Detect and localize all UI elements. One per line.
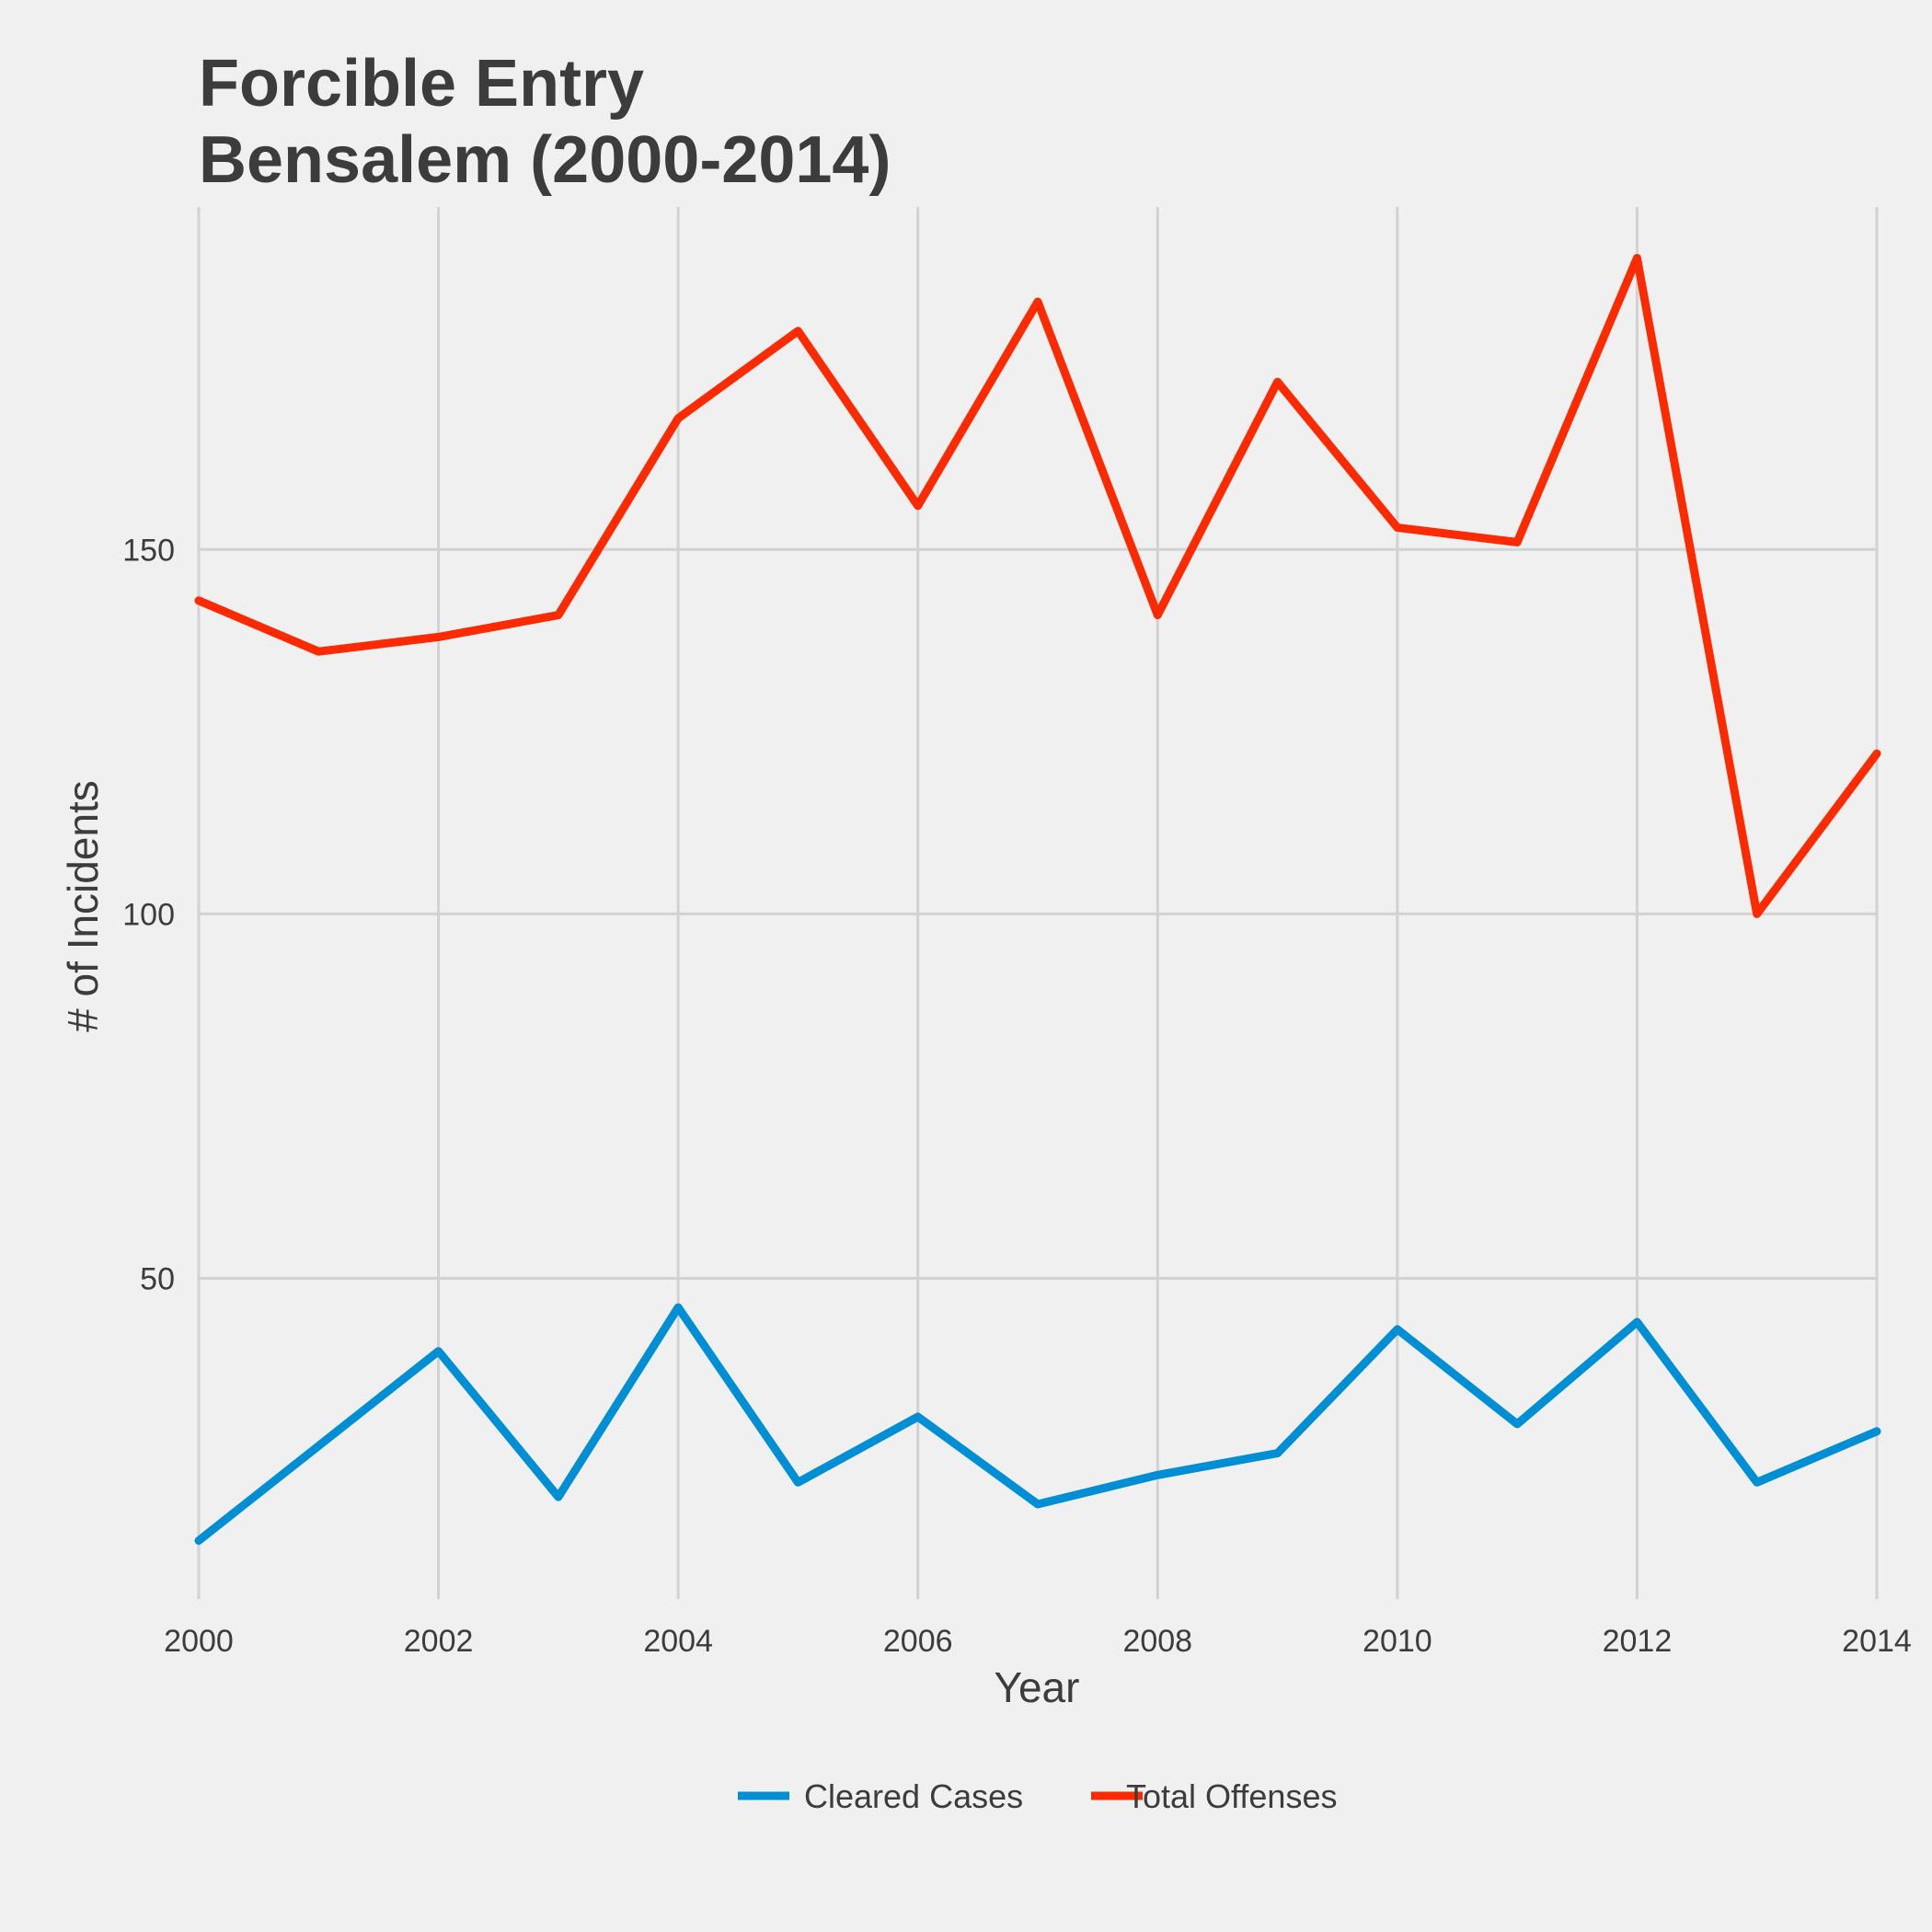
series-line-cleared-cases bbox=[194, 1303, 1881, 1546]
x-tick-label: 2004 bbox=[643, 1624, 713, 1659]
y-axis-title: # of Incidents bbox=[59, 780, 107, 1032]
y-tick-label: 50 bbox=[140, 1261, 175, 1296]
y-tick-label: 100 bbox=[122, 897, 175, 932]
y-tick-label: 150 bbox=[122, 533, 175, 568]
chart-title: Forcible Entry bbox=[199, 47, 644, 121]
tick-labels: 2000 2002 2004 2006 2008 2010 2012 2014 50 100 150 bbox=[122, 533, 1912, 1659]
series-lines bbox=[194, 254, 1881, 1546]
x-tick-label: 2010 bbox=[1363, 1624, 1432, 1659]
x-tick-label: 2006 bbox=[883, 1624, 953, 1659]
series-line-total-offenses bbox=[194, 254, 1881, 918]
legend: Cleared Cases Total Offenses bbox=[738, 1777, 1337, 1815]
x-axis-title: Year bbox=[995, 1663, 1080, 1711]
x-tick-label: 2014 bbox=[1842, 1624, 1912, 1659]
x-tick-label: 2008 bbox=[1122, 1624, 1192, 1659]
gridlines bbox=[197, 207, 1879, 1599]
x-tick-label: 2000 bbox=[164, 1624, 234, 1659]
x-tick-label: 2012 bbox=[1603, 1624, 1673, 1659]
legend-label-cleared-cases: Cleared Cases bbox=[804, 1777, 1023, 1815]
chart-subtitle: Bensalem (2000-2014) bbox=[199, 123, 891, 197]
legend-label-total-offenses: Total Offenses bbox=[1126, 1777, 1337, 1815]
x-tick-label: 2002 bbox=[404, 1624, 474, 1659]
